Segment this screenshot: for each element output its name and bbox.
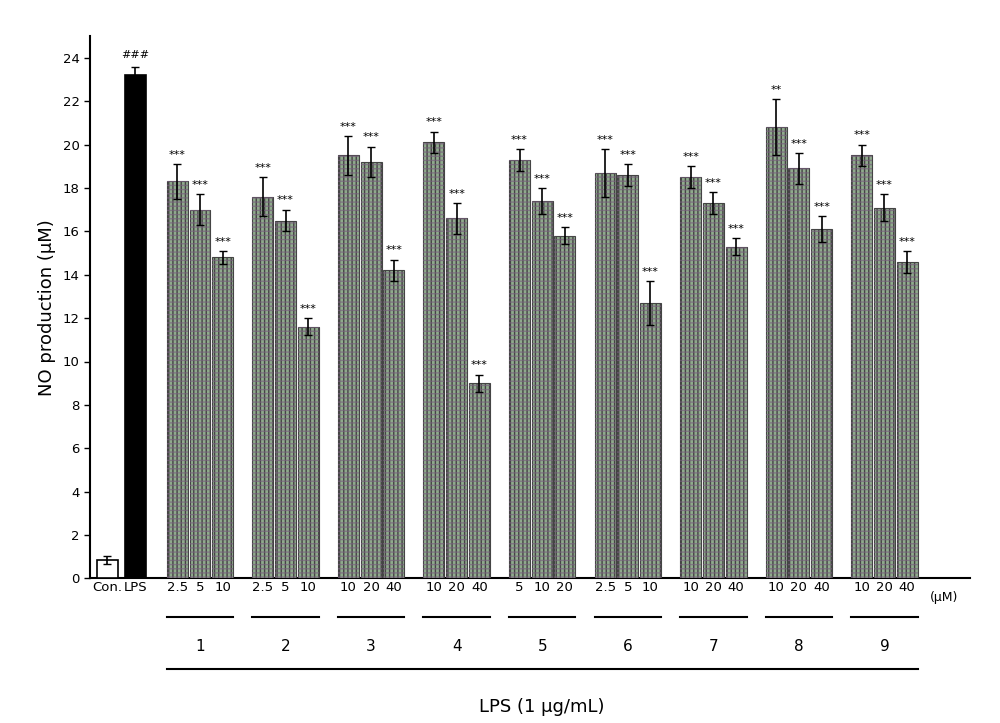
Bar (617, 175, 638, 578)
Bar (338, 155, 359, 578)
Bar (125, 75, 146, 578)
Text: ***: *** (300, 304, 317, 314)
Bar (532, 201, 553, 578)
Text: ***: *** (254, 163, 271, 173)
Text: ***: *** (853, 130, 870, 140)
Bar (97, 560, 118, 578)
Text: 4: 4 (452, 639, 461, 654)
Bar (338, 155, 359, 578)
Bar (509, 160, 530, 578)
Bar (275, 221, 296, 578)
Bar (383, 270, 404, 578)
Text: ***: *** (705, 178, 722, 188)
Bar (680, 177, 701, 578)
Text: LPS (1 μg/mL): LPS (1 μg/mL) (479, 698, 605, 716)
Bar (788, 168, 809, 578)
Bar (554, 236, 575, 578)
Bar (595, 173, 616, 578)
Bar (361, 162, 382, 578)
Bar (423, 142, 444, 578)
Bar (252, 197, 273, 578)
Text: ***: *** (363, 132, 380, 142)
Bar (703, 203, 724, 578)
Bar (640, 303, 661, 578)
Text: 5: 5 (537, 639, 547, 654)
Text: 3: 3 (366, 639, 376, 654)
Bar (446, 218, 467, 578)
Text: ***: *** (556, 213, 573, 223)
Bar (811, 229, 832, 578)
Text: ***: *** (385, 245, 402, 255)
Bar (190, 210, 210, 578)
Bar (298, 327, 319, 578)
Y-axis label: NO production (μM): NO production (μM) (38, 219, 56, 395)
Bar (595, 173, 616, 578)
Text: 6: 6 (623, 639, 633, 654)
Bar (190, 210, 210, 578)
Text: ***: *** (426, 117, 442, 127)
Bar (423, 142, 444, 578)
Bar (766, 127, 787, 578)
Text: ***: *** (876, 180, 893, 190)
Bar (298, 327, 319, 578)
Text: ***: *** (534, 174, 551, 184)
Text: ***: *** (728, 223, 744, 234)
Bar (726, 247, 747, 578)
Bar (617, 175, 638, 578)
Text: ***: *** (682, 152, 699, 162)
Text: ***: *** (813, 202, 830, 212)
Text: ***: *** (471, 360, 488, 370)
Bar (252, 197, 273, 578)
Bar (726, 247, 747, 578)
Bar (874, 208, 895, 578)
Bar (766, 127, 787, 578)
Text: 2: 2 (281, 639, 290, 654)
Bar (897, 262, 918, 578)
Text: 1: 1 (195, 639, 205, 654)
Bar (469, 383, 490, 578)
Bar (874, 208, 895, 578)
Bar (811, 229, 832, 578)
Bar (212, 257, 233, 578)
Text: ***: *** (169, 150, 186, 160)
Bar (851, 155, 872, 578)
Bar (361, 162, 382, 578)
Text: ***: *** (899, 236, 916, 247)
Bar (275, 221, 296, 578)
Bar (788, 168, 809, 578)
Bar (167, 181, 188, 578)
Text: ***: *** (642, 267, 659, 277)
Text: ***: *** (597, 134, 614, 145)
Bar (212, 257, 233, 578)
Bar (554, 236, 575, 578)
Bar (446, 218, 467, 578)
Text: ***: *** (448, 189, 465, 199)
Text: 8: 8 (794, 639, 804, 654)
Text: 9: 9 (880, 639, 889, 654)
Text: ***: *** (214, 236, 231, 247)
Bar (509, 160, 530, 578)
Text: ***: *** (192, 180, 208, 190)
Text: **: ** (771, 85, 782, 95)
Bar (897, 262, 918, 578)
Text: ***: *** (511, 134, 528, 145)
Text: (μM): (μM) (930, 591, 958, 604)
Bar (383, 270, 404, 578)
Text: ***: *** (277, 195, 294, 205)
Text: ###: ### (121, 50, 149, 60)
Bar (532, 201, 553, 578)
Text: ***: *** (340, 121, 357, 132)
Bar (703, 203, 724, 578)
Text: ***: *** (790, 139, 807, 149)
Bar (167, 181, 188, 578)
Bar (851, 155, 872, 578)
Bar (640, 303, 661, 578)
Text: 7: 7 (709, 639, 718, 654)
Bar (469, 383, 490, 578)
Bar (680, 177, 701, 578)
Text: ***: *** (619, 150, 636, 160)
